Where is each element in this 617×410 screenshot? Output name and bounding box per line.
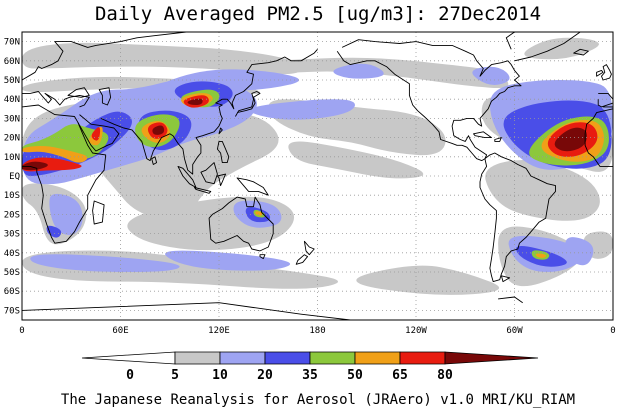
coastline bbox=[200, 162, 218, 185]
coastline bbox=[295, 254, 309, 265]
pm25-contour bbox=[22, 145, 88, 163]
coastline bbox=[98, 87, 112, 106]
pm25-contour bbox=[255, 211, 263, 216]
colorbar-segment bbox=[81, 351, 176, 365]
colorbar-tick-label: 50 bbox=[347, 368, 363, 383]
lon-tick-label: 0 bbox=[610, 326, 615, 336]
pm25-contour bbox=[485, 160, 600, 221]
coastline bbox=[597, 92, 613, 108]
pm25-contour bbox=[165, 250, 291, 271]
coastline bbox=[505, 32, 581, 62]
colorbar-labels: 0 5 10 20 35 50 65 80 bbox=[126, 368, 453, 383]
coastline bbox=[77, 114, 120, 152]
coastline bbox=[336, 39, 522, 162]
colorbar-segment bbox=[174, 351, 221, 365]
lat-tick-label: 30N bbox=[4, 114, 20, 124]
coastline bbox=[216, 173, 227, 187]
lat-tick-label: 20S bbox=[4, 210, 20, 220]
lat-tick-label: 70S bbox=[4, 306, 20, 316]
lat-tick-label: 20N bbox=[4, 134, 20, 144]
colorbar-segment bbox=[219, 351, 266, 365]
pm25-contour bbox=[22, 42, 302, 75]
coastlines bbox=[22, 32, 613, 320]
pm25-contour bbox=[250, 99, 355, 120]
coastline bbox=[236, 177, 269, 196]
pm25-contour bbox=[524, 37, 599, 60]
pm25-contour bbox=[554, 127, 587, 152]
coastline bbox=[303, 240, 315, 256]
coastline bbox=[151, 156, 158, 165]
longitude-labels: 0 60E 120E 180 120W 60W 0 bbox=[19, 326, 615, 336]
colorbar-segment bbox=[444, 351, 539, 365]
coastline bbox=[100, 49, 318, 175]
coastline bbox=[498, 296, 523, 304]
lat-tick-label: 50S bbox=[4, 268, 20, 278]
colorbar bbox=[81, 351, 539, 365]
lat-tick-label: 40N bbox=[4, 95, 20, 105]
coastline bbox=[208, 196, 274, 252]
coastline bbox=[22, 302, 351, 320]
lat-tick-label: 40S bbox=[4, 249, 20, 259]
pm25-contour bbox=[288, 141, 424, 179]
colorbar-segment bbox=[309, 351, 356, 365]
coastline bbox=[235, 91, 261, 117]
coastline bbox=[573, 48, 589, 56]
coastline bbox=[596, 69, 604, 77]
pm25-contour bbox=[152, 125, 165, 135]
coastline bbox=[216, 140, 230, 164]
lat-tick-label: 60N bbox=[4, 57, 20, 67]
coastline bbox=[259, 254, 266, 260]
colorbar-tick-label: 0 bbox=[126, 368, 134, 383]
lat-tick-label: 50N bbox=[4, 76, 20, 86]
map-frame bbox=[21, 31, 614, 321]
pm25-contour bbox=[565, 237, 594, 266]
lon-tick-label: 0 bbox=[19, 326, 24, 336]
coastline bbox=[479, 152, 556, 283]
lon-tick-label: 120W bbox=[405, 326, 427, 336]
lat-tick-label: 70N bbox=[4, 38, 20, 48]
coastline bbox=[92, 200, 105, 225]
lat-tick-label: 30S bbox=[4, 230, 20, 240]
latitude-labels: 70N 60N 50N 40N 30N 20N 10N EQ 10S 20S 30S 40S 50S 60… bbox=[4, 38, 20, 317]
lon-tick-label: 120E bbox=[208, 326, 230, 336]
map-panel: 70N 60N 50N 40N 30N 20N 10N EQ 10S 20S 30S 40S 50S 60… bbox=[4, 31, 616, 336]
pm25-contour bbox=[535, 253, 547, 258]
lat-tick-label: 60S bbox=[4, 287, 20, 297]
coastline bbox=[601, 64, 612, 81]
coastline bbox=[193, 187, 212, 194]
coastline bbox=[473, 131, 492, 139]
lon-tick-label: 180 bbox=[309, 326, 325, 336]
lat-tick-label: EQ bbox=[9, 172, 20, 182]
pm25-contour bbox=[49, 193, 83, 235]
credit-line: The Japanese Reanalysis for Aerosol (JRA… bbox=[61, 392, 575, 408]
coastline bbox=[500, 275, 511, 283]
coastline bbox=[22, 32, 187, 81]
colorbar-tick-label: 65 bbox=[392, 368, 408, 383]
page-title: Daily Averaged PM2.5 [ug/m3]: 27Dec2014 bbox=[95, 3, 541, 25]
colorbar-segment bbox=[354, 351, 401, 365]
pm25-contour bbox=[333, 63, 384, 79]
lat-tick-label: 10N bbox=[4, 153, 20, 163]
colorbar-tick-label: 5 bbox=[171, 368, 179, 383]
pm25-contour bbox=[187, 98, 203, 105]
colorbar-segment bbox=[264, 351, 311, 365]
lat-tick-label: 10S bbox=[4, 191, 20, 201]
colorbar-tick-label: 35 bbox=[302, 368, 318, 383]
colorbar-segment bbox=[399, 351, 446, 365]
colorbar-tick-label: 20 bbox=[257, 368, 273, 383]
coastline bbox=[22, 91, 90, 108]
lon-tick-label: 60E bbox=[112, 326, 128, 336]
coastline bbox=[218, 127, 223, 135]
coastline bbox=[67, 87, 90, 98]
lon-tick-label: 60W bbox=[506, 326, 523, 336]
pm25-contour bbox=[30, 254, 180, 272]
pm25-contour bbox=[356, 265, 500, 295]
pm25-contour bbox=[22, 161, 48, 171]
coastline bbox=[494, 137, 502, 142]
colorbar-tick-label: 10 bbox=[212, 368, 228, 383]
coastline bbox=[584, 106, 613, 167]
colorbar-tick-label: 80 bbox=[437, 368, 453, 383]
